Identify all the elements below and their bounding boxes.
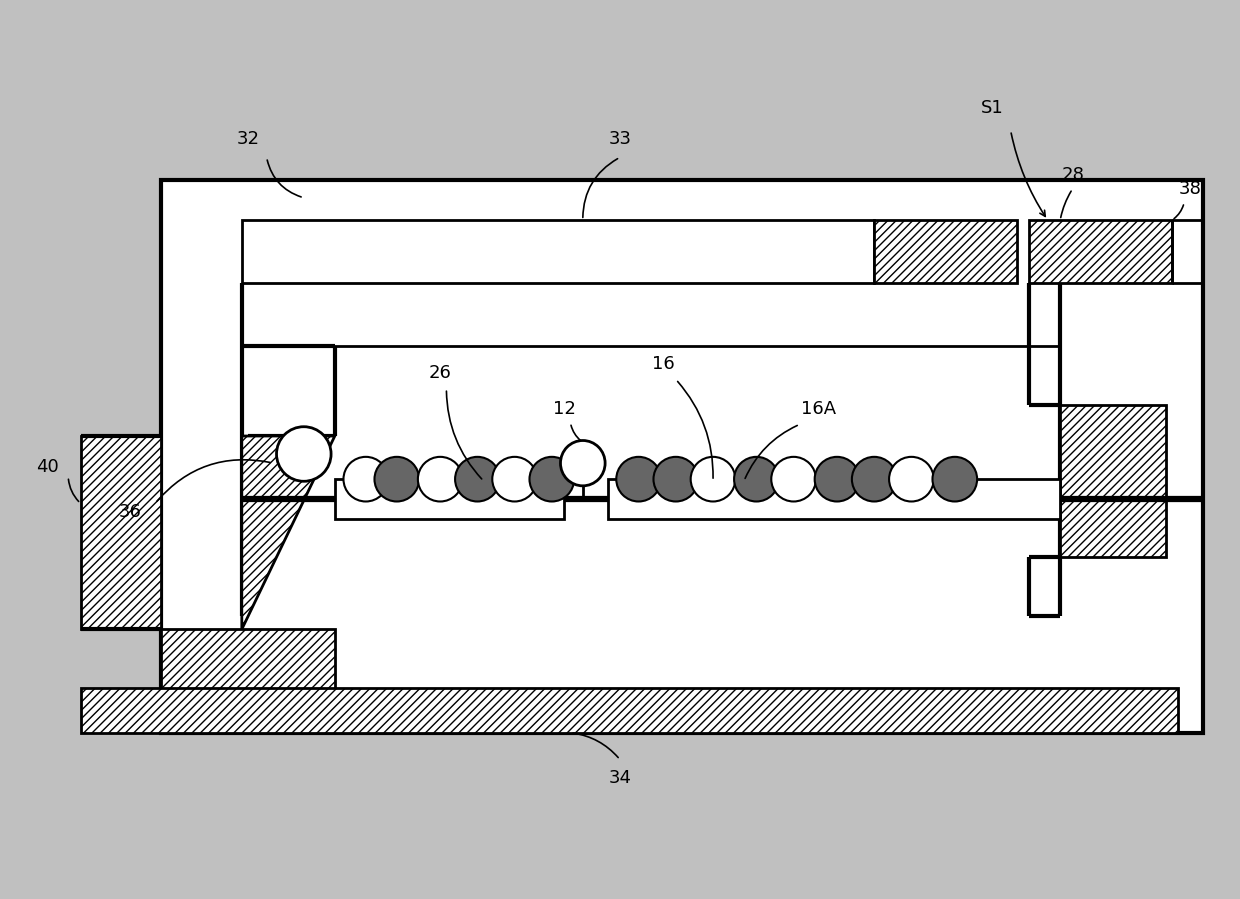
Text: 16: 16 [652,355,675,373]
Circle shape [418,457,463,502]
Circle shape [734,457,779,502]
Circle shape [932,457,977,502]
Text: 36: 36 [119,503,141,521]
Circle shape [852,457,897,502]
Bar [242,220,874,283]
Circle shape [653,457,698,502]
Circle shape [616,457,661,502]
Text: 12: 12 [553,400,575,418]
Bar [608,479,1060,519]
Circle shape [277,427,331,481]
Circle shape [771,457,816,502]
Bar [874,220,1017,283]
Bar [161,629,335,733]
Bar [81,688,1178,733]
Bar [1029,220,1172,283]
Circle shape [343,457,388,502]
Polygon shape [242,436,335,629]
Text: 34: 34 [609,769,631,787]
Circle shape [374,457,419,502]
Text: S1: S1 [981,99,1003,117]
Circle shape [529,457,574,502]
Bar [81,436,161,629]
Circle shape [815,457,859,502]
Circle shape [492,457,537,502]
Bar [335,479,564,519]
Bar [1060,405,1166,557]
Text: 16A: 16A [801,400,836,418]
Bar [161,180,1203,733]
Text: 33: 33 [609,130,631,148]
Text: 26: 26 [429,364,451,382]
Text: 32: 32 [237,130,259,148]
Circle shape [455,457,500,502]
Circle shape [691,457,735,502]
Text: 38: 38 [1179,180,1202,198]
Text: 28: 28 [1061,166,1084,184]
Ellipse shape [560,441,605,485]
Circle shape [889,457,934,502]
Text: 40: 40 [36,458,58,476]
